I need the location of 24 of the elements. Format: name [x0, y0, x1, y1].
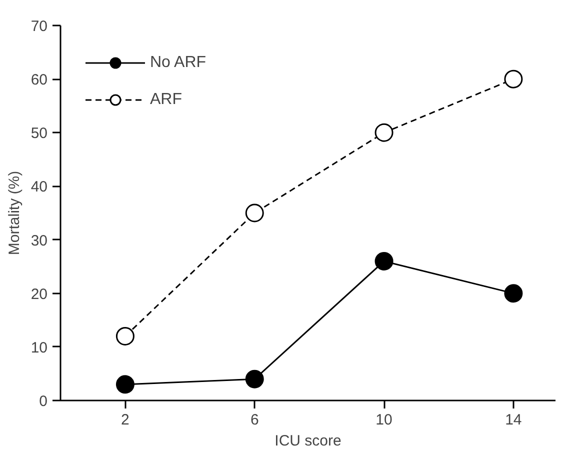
point — [116, 375, 134, 394]
point — [504, 284, 523, 303]
x-tick-label: 6 — [250, 412, 259, 428]
y-tick-label: 70 — [30, 18, 48, 35]
x-axis-title: ICU score — [274, 432, 342, 450]
y-tick-label: 30 — [30, 232, 48, 250]
y-tick-label: 10 — [30, 339, 48, 356]
x-tick-label: 10 — [376, 412, 392, 428]
y-tick-label: 50 — [30, 125, 48, 142]
x-tick-label: 14 — [505, 412, 522, 428]
y-tick-label: 40 — [30, 178, 48, 196]
y-axis-title: Mortality (%) — [6, 170, 23, 256]
y-tick-label: 0 — [39, 393, 48, 410]
point — [245, 370, 264, 388]
point — [116, 326, 134, 346]
point — [504, 70, 523, 88]
y-tick-label: 60 — [30, 72, 48, 89]
point — [245, 204, 264, 222]
legend-label: No ARF — [150, 54, 206, 72]
legend-label: ARF — [150, 90, 182, 108]
x-tick-label: 2 — [121, 412, 130, 428]
point — [374, 123, 394, 142]
point — [374, 252, 394, 270]
y-tick-label: 20 — [30, 286, 48, 303]
